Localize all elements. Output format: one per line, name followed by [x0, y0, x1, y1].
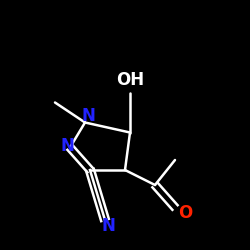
Text: OH: OH [116, 71, 144, 89]
Text: N: N [82, 107, 96, 125]
Text: N: N [60, 137, 74, 155]
Text: O: O [178, 204, 192, 222]
Text: N: N [102, 217, 116, 235]
